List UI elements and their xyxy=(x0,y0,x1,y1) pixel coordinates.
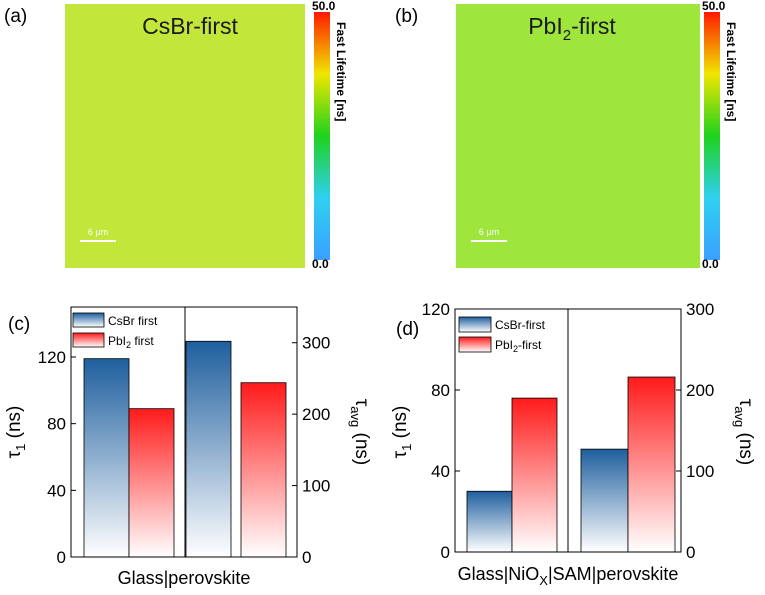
panel-c-ylabel-left: τ1 (ns) xyxy=(4,406,28,459)
panel-d-right-tick-label-3: 300 xyxy=(686,300,714,319)
panel-c-letter: (c) xyxy=(8,314,30,335)
panel-c-legend-swatch-blue xyxy=(72,312,105,328)
panel-b-colorbar xyxy=(704,12,720,260)
panel-c-legend-swatch-red xyxy=(72,332,105,348)
panel-b-letter: (b) xyxy=(395,6,418,27)
panel-c-bar-τavg-2 xyxy=(240,382,287,558)
panel-c-bar-τ1-2 xyxy=(128,408,175,558)
panel-b-colorbar-max: 50.0 xyxy=(702,0,726,13)
panel-d-bar-τ1-2 xyxy=(511,397,558,553)
panel-d-right-tick-label-2: 200 xyxy=(686,381,714,400)
panel-c-legend-label-1: CsBr first xyxy=(108,314,158,328)
panel-d-legend-swatch-blue xyxy=(458,316,492,333)
panel-a-letter: (a) xyxy=(4,6,27,27)
panel-d-legend-swatch-red xyxy=(458,336,492,353)
panel-d-bar-τavg-2 xyxy=(627,376,676,553)
panel-a-scale-bar-label: 6 μm xyxy=(88,227,108,237)
panel-a: (a) CsBr-first 6 μm 50.0 0.0 Fast Lifeti… xyxy=(4,0,348,271)
panel-a-lifetime-map xyxy=(65,4,305,268)
panel-d-chart: (d) 0 40 80 120 0 100 200 300 τ1 (ns) τavg (ns)… xyxy=(390,300,756,588)
panel-d-legend: CsBr-first PbI2-first xyxy=(458,316,546,354)
panel-c-right-tick-label-3: 300 xyxy=(302,334,330,353)
panel-c-ylabel-right: τavg (ns) xyxy=(348,399,372,465)
panel-c-right-tick-label-1: 100 xyxy=(302,477,330,496)
panel-d-legend-label-1: CsBr-first xyxy=(495,318,546,332)
panel-a-title: CsBr-first xyxy=(142,13,238,39)
panel-c-bar-τavg-1 xyxy=(185,340,232,558)
panel-c-left-tick-label-1: 40 xyxy=(47,481,66,500)
panel-c-right-tick-label-2: 200 xyxy=(302,405,330,424)
panel-d-bar-τavg-1 xyxy=(580,448,629,553)
panel-d-xlabel: Glass|NiOX|SAM|perovskite xyxy=(458,564,679,588)
panel-d-right-tick-label-1: 100 xyxy=(686,462,714,481)
panel-d-bar-τ1-1 xyxy=(466,490,513,553)
panel-a-colorbar xyxy=(314,12,330,260)
panel-d-left-tick-label-0: 0 xyxy=(441,543,450,562)
panel-c-left-tick-label-2: 80 xyxy=(47,415,66,434)
panel-b-title: PbI2-first xyxy=(528,13,616,44)
panel-c-left-tick-label-0: 0 xyxy=(57,548,66,567)
panel-d-left-tick-label-1: 40 xyxy=(431,462,450,481)
panel-a-colorbar-label: Fast Lifetime [ns] xyxy=(334,22,348,121)
panel-c-legend: CsBr first PbI2 first xyxy=(72,312,158,350)
panel-b-lifetime-map xyxy=(456,4,700,268)
panel-d-left-tick-label-3: 120 xyxy=(422,300,450,319)
panel-d-ylabel-left: τ1 (ns) xyxy=(390,406,414,459)
panel-d-legend-label-2: PbI2-first xyxy=(495,338,542,354)
panel-a-colorbar-max: 50.0 xyxy=(312,0,336,13)
panel-c-left-tick-label-3: 120 xyxy=(38,348,66,367)
panel-b-scale-bar-label: 6 μm xyxy=(479,227,499,237)
panel-b: (b) PbI2-first 6 μm 50.0 0.0 Fast Lifeti… xyxy=(395,0,738,271)
panel-b-colorbar-label: Fast Lifetime [ns] xyxy=(724,22,738,121)
panel-d-letter: (d) xyxy=(396,319,419,340)
panel-c-right-tick-label-0: 0 xyxy=(302,548,311,567)
panel-d-left-tick-label-2: 80 xyxy=(431,381,450,400)
panel-d-ylabel-right: τavg (ns) xyxy=(732,399,756,465)
panel-c-legend-label-2: PbI2 first xyxy=(108,334,154,350)
panel-a-colorbar-min: 0.0 xyxy=(312,257,329,271)
panel-c-chart: (c) 0 40 80 120 0 100 200 300 τ1 (ns) τavg (ns)… xyxy=(4,306,372,588)
panel-d-right-tick-label-0: 0 xyxy=(686,543,695,562)
panel-c-frame xyxy=(70,306,298,558)
panel-c-xlabel: Glass|perovskite xyxy=(118,568,251,588)
panel-c-bar-τ1-1 xyxy=(83,358,130,558)
panel-b-colorbar-min: 0.0 xyxy=(702,257,719,271)
